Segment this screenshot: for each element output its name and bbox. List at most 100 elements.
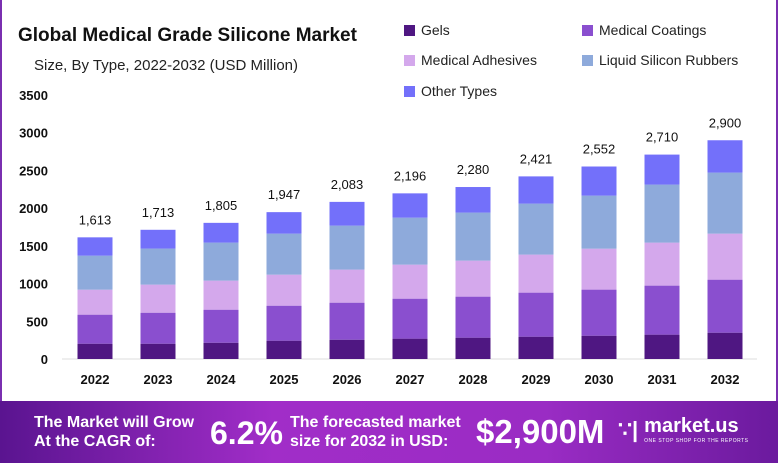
- cagr-label-line: At the CAGR of:: [34, 433, 156, 450]
- x-tick-label: 2031: [648, 372, 677, 387]
- data-label: 2,421: [520, 151, 553, 166]
- x-tick-label: 2027: [396, 372, 425, 387]
- brand-name: market.us: [644, 415, 739, 437]
- brand-tagline: ONE STOP SHOP FOR THE REPORTS: [644, 438, 749, 444]
- y-tick-label: 3500: [19, 88, 48, 103]
- bar-segment: [644, 184, 680, 243]
- bar-segment: [203, 280, 239, 310]
- x-tick-label: 2028: [459, 372, 488, 387]
- x-tick-label: 2025: [270, 372, 299, 387]
- bar-segment: [329, 225, 365, 270]
- bar-segment: [203, 342, 239, 359]
- bar-segment: [140, 229, 176, 249]
- x-tick-label: 2022: [81, 372, 110, 387]
- cagr-label: The Market will Grow At the CAGR of:: [34, 413, 194, 451]
- legend-swatch: [582, 54, 593, 66]
- bar-segment: [644, 285, 680, 335]
- legend-label: Other Types: [421, 83, 498, 99]
- bar-segment: [329, 201, 365, 226]
- y-tick-label: 1500: [19, 239, 48, 254]
- bar-segment: [392, 217, 428, 265]
- bar-segment: [266, 212, 302, 234]
- bar-segment: [266, 233, 302, 275]
- y-tick-label: 0: [41, 352, 48, 367]
- chart-title: Global Medical Grade Silicone Market: [18, 25, 357, 46]
- bar-segment: [455, 296, 491, 338]
- bar-segment: [266, 305, 302, 341]
- forecast-label-line: The forecasted market: [290, 414, 461, 431]
- data-label: 2,280: [457, 162, 490, 177]
- legend-item-liquid-silicon-rubbers: Liquid Silicon Rubbers: [582, 52, 738, 68]
- bar-segment: [455, 260, 491, 297]
- data-label: 2,900: [709, 115, 742, 130]
- bar-segment: [266, 340, 302, 359]
- bar-segment: [77, 289, 113, 315]
- bar-segment: [518, 336, 554, 359]
- data-label: 1,805: [205, 198, 238, 213]
- cagr-value: 6.2%: [210, 415, 283, 451]
- y-tick-label: 2500: [19, 163, 48, 178]
- forecast-value: $2,900M: [476, 413, 605, 450]
- data-label: 1,613: [79, 212, 112, 227]
- data-label: 2,552: [583, 142, 616, 157]
- bar-segment: [644, 334, 680, 359]
- forecast-label: The forecasted market size for 2032 in US…: [290, 413, 461, 451]
- legend-label: Gels: [421, 22, 450, 38]
- bar-segment: [455, 187, 491, 213]
- legend-swatch: [404, 24, 415, 36]
- bar-segment: [266, 274, 302, 306]
- x-tick-label: 2030: [585, 372, 614, 387]
- x-tick-label: 2032: [711, 372, 740, 387]
- bar-segment: [329, 339, 365, 359]
- bar-segment: [644, 242, 680, 286]
- y-tick-label: 3000: [19, 126, 48, 141]
- bar-segment: [203, 309, 239, 343]
- brand-mark-icon: ∵|: [618, 416, 639, 442]
- legend-swatch: [404, 54, 415, 66]
- data-label: 2,196: [394, 168, 427, 183]
- bar-segment: [518, 292, 554, 337]
- y-tick-label: 500: [26, 314, 48, 329]
- bar-segment: [392, 338, 428, 359]
- bar-segment: [455, 337, 491, 359]
- brand-logo: ∵| market.us ONE STOP SHOP FOR THE REPORT…: [618, 415, 749, 444]
- data-label: 2,083: [331, 177, 364, 192]
- legend-item-gels: Gels: [404, 22, 450, 38]
- cagr-label-line: The Market will Grow: [34, 414, 195, 431]
- legend-label: Medical Coatings: [599, 22, 707, 38]
- bar-segment: [329, 269, 365, 303]
- bar-segment: [140, 284, 176, 313]
- bar-segment: [707, 332, 743, 359]
- bar-segment: [455, 212, 491, 261]
- bar-segment: [140, 312, 176, 344]
- bar-segment: [707, 172, 743, 234]
- legend-item-other-types: Other Types: [404, 83, 497, 99]
- x-tick-label: 2029: [522, 372, 551, 387]
- y-tick-label: 1000: [19, 277, 48, 292]
- legend-item-medical-adhesives: Medical Adhesives: [404, 52, 537, 68]
- bar-segment: [581, 289, 617, 336]
- bar-segment: [77, 343, 113, 359]
- bar-segment: [203, 242, 239, 281]
- bar-segment: [518, 176, 554, 204]
- bar-segment: [581, 166, 617, 196]
- bar-segment: [707, 279, 743, 333]
- chart-subtitle: Size, By Type, 2022-2032 (USD Million): [34, 57, 299, 74]
- bar-segment: [140, 343, 176, 359]
- bar-segment: [581, 248, 617, 290]
- bar-segment: [392, 193, 428, 218]
- bar-chart: 0 500 1000 1500 2000 2500 3000 3500 1,613 2022 1,7…: [19, 88, 757, 387]
- bar-segment: [392, 264, 428, 299]
- data-label: 1,947: [268, 187, 301, 202]
- bar-segment: [77, 314, 113, 344]
- data-label: 1,713: [142, 205, 175, 220]
- bar-segment: [644, 154, 680, 185]
- bar-segment: [581, 195, 617, 249]
- bar-segment: [581, 335, 617, 359]
- data-label: 2,710: [646, 130, 679, 145]
- footer-banner: The Market will Grow At the CAGR of: 6.2%…: [0, 401, 778, 463]
- x-tick-label: 2026: [333, 372, 362, 387]
- bar-segment: [77, 237, 113, 256]
- bar-segment: [518, 203, 554, 255]
- legend-swatch: [582, 24, 593, 36]
